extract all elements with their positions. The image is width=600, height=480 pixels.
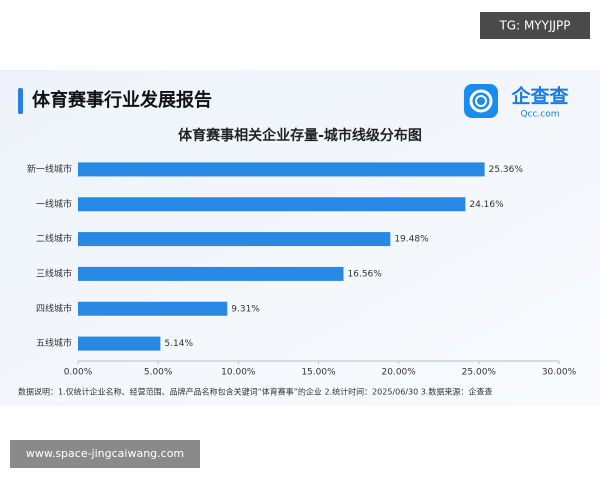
value-label: 24.16% (469, 200, 504, 210)
bar (78, 336, 161, 351)
x-tick-label: 20.00% (382, 368, 417, 378)
logo-domain: Qcc.com (520, 110, 559, 120)
watermark-box (10, 440, 200, 468)
value-label: 5.14% (164, 339, 193, 349)
plot: 0.00% 5.00% 10.00% 15.00% 20.00% 25.00% 30.00%… (27, 162, 577, 378)
x-tick-label: 30.00% (542, 368, 577, 378)
report-title: 体育赛事行业发展报告 (32, 89, 212, 111)
bar (78, 197, 466, 212)
chart-title: 体育赛事相关企业存量-城市线级分布图 (178, 127, 422, 144)
x-tick-label: 5.00% (144, 368, 173, 378)
x-tick-label: 10.00% (221, 368, 256, 378)
logo-icon (464, 84, 498, 118)
y-tick-label: 二线城市 (36, 233, 72, 245)
y-tick-label: 五线城市 (36, 337, 72, 349)
watermark-box (480, 12, 590, 39)
x-tick-label: 15.00% (301, 368, 336, 378)
x-tick-label: 0.00% (64, 368, 93, 378)
y-tick-label: 一线城市 (36, 198, 72, 210)
y-tick-label: 三线城市 (36, 267, 72, 279)
bar (78, 301, 228, 316)
y-tick-label: 四线城市 (36, 302, 72, 314)
bar (78, 232, 391, 247)
bar (78, 162, 485, 177)
watermark: www.space-jingcaiwang.com (26, 447, 184, 460)
logo-name: 企查查 (510, 85, 569, 108)
logo-q-inner (475, 95, 487, 107)
value-label: 19.48% (394, 235, 429, 245)
title-accent (18, 88, 23, 114)
value-label: 9.31% (231, 304, 260, 314)
chart-note: 数据说明：1.仅统计企业名称、经营范围、品牌产品名称包含关键词“体育赛事”的企业… (18, 387, 492, 397)
value-label: 16.56% (348, 269, 383, 279)
logo-q (469, 89, 493, 113)
value-label: 25.36% (489, 165, 524, 175)
bar (78, 266, 344, 281)
y-tick-label: 新一线城市 (27, 163, 72, 175)
watermark: TG: MYYJJPP (498, 19, 570, 33)
x-tick-label: 25.00% (462, 368, 497, 378)
